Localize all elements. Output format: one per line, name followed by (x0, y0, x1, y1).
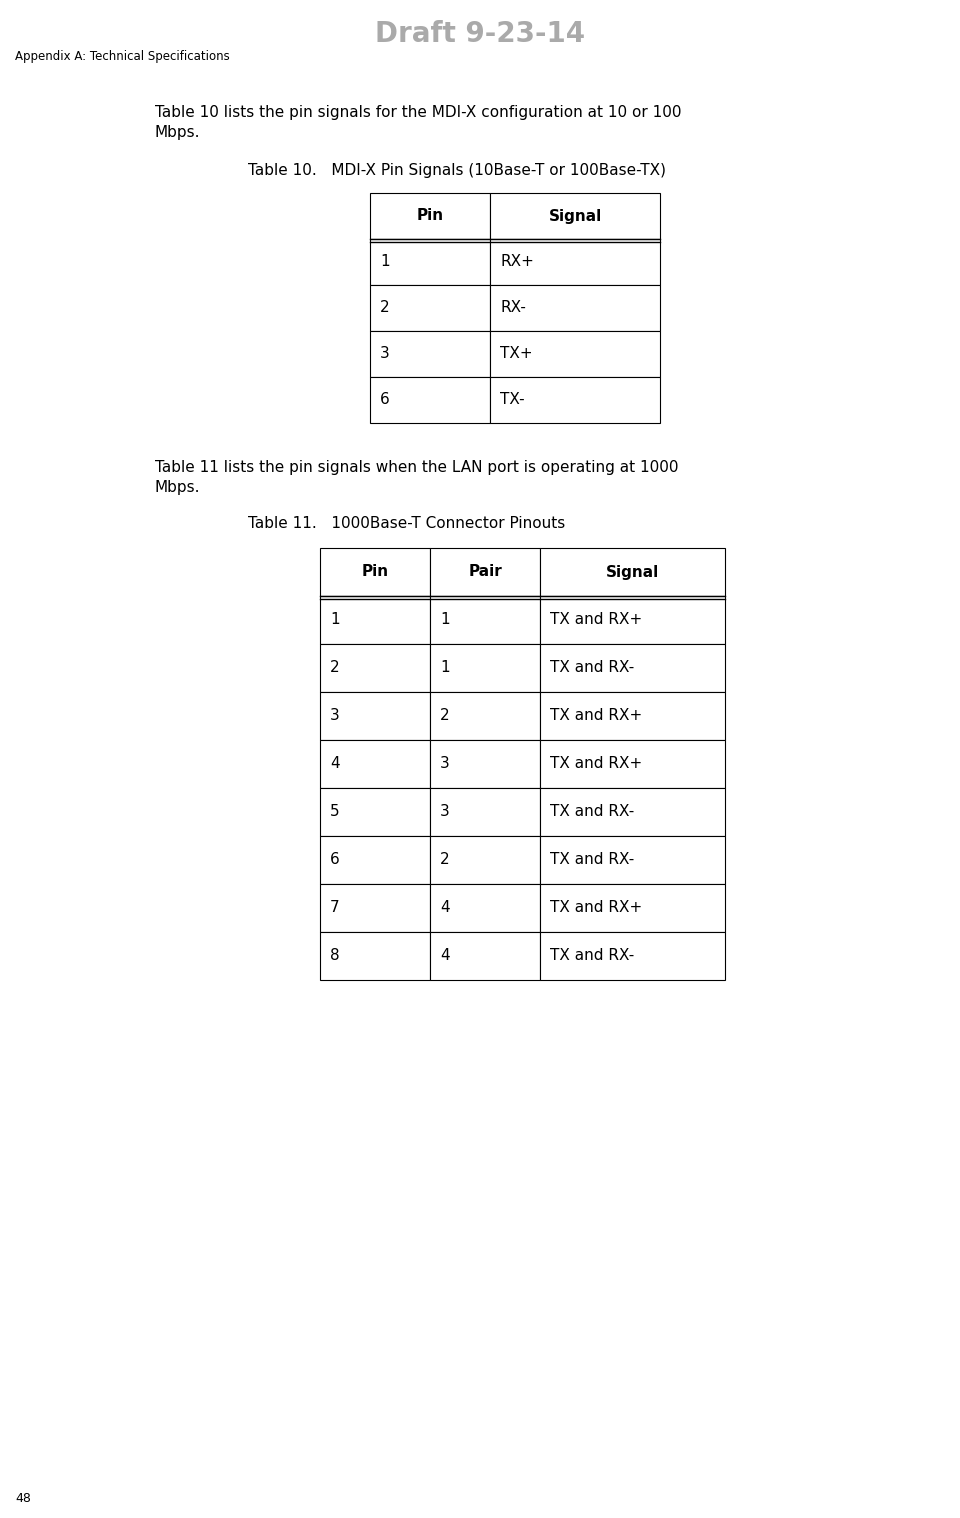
Bar (540, 644, 725, 692)
Bar (320, 644, 430, 692)
Bar (490, 285, 660, 331)
Text: TX-: TX- (500, 393, 524, 407)
Bar (320, 932, 430, 981)
Text: TX and RX-: TX and RX- (550, 805, 635, 820)
Text: 2: 2 (440, 709, 449, 724)
Bar (430, 644, 540, 692)
Bar (540, 932, 725, 981)
Text: Signal: Signal (606, 565, 660, 580)
Text: TX and RX-: TX and RX- (550, 660, 635, 676)
Text: Appendix A: Technical Specifications: Appendix A: Technical Specifications (15, 50, 229, 64)
Text: Pin: Pin (417, 208, 444, 223)
Text: Table 11 lists the pin signals when the LAN port is operating at 1000
Mbps.: Table 11 lists the pin signals when the … (155, 460, 679, 495)
Bar (320, 597, 430, 644)
Bar (540, 788, 725, 836)
Text: 4: 4 (440, 949, 449, 964)
Bar (540, 597, 725, 644)
Bar (540, 548, 725, 597)
Bar (320, 836, 430, 883)
Text: 2: 2 (440, 853, 449, 867)
Text: 2: 2 (330, 660, 340, 676)
Bar (540, 692, 725, 739)
Text: 3: 3 (380, 346, 390, 361)
Bar (430, 788, 540, 836)
Text: 4: 4 (330, 756, 340, 771)
Bar (430, 739, 540, 788)
Bar (430, 932, 540, 981)
Bar (370, 376, 490, 424)
Bar (320, 548, 430, 597)
Text: TX and RX-: TX and RX- (550, 949, 635, 964)
Bar (320, 692, 430, 739)
Bar (490, 376, 660, 424)
Bar (540, 883, 725, 932)
Bar (320, 883, 430, 932)
Bar (430, 883, 540, 932)
Bar (370, 331, 490, 376)
Text: TX and RX+: TX and RX+ (550, 900, 642, 915)
Bar (540, 836, 725, 883)
Bar (540, 739, 725, 788)
Bar (430, 597, 540, 644)
Text: 48: 48 (15, 1492, 31, 1504)
Text: Draft 9-23-14: Draft 9-23-14 (375, 20, 585, 49)
Text: RX+: RX+ (500, 255, 534, 270)
Bar (430, 692, 540, 739)
Bar (370, 238, 490, 285)
Text: Table 11.   1000Base-T Connector Pinouts: Table 11. 1000Base-T Connector Pinouts (248, 516, 565, 531)
Text: 3: 3 (440, 756, 449, 771)
Bar (320, 788, 430, 836)
Text: Pin: Pin (361, 565, 389, 580)
Bar (490, 331, 660, 376)
Text: 6: 6 (330, 853, 340, 867)
Text: 1: 1 (380, 255, 390, 270)
Bar (430, 548, 540, 597)
Text: 4: 4 (440, 900, 449, 915)
Text: TX and RX+: TX and RX+ (550, 709, 642, 724)
Bar (490, 238, 660, 285)
Text: RX-: RX- (500, 301, 526, 316)
Bar (370, 285, 490, 331)
Text: Pair: Pair (468, 565, 502, 580)
Text: TX+: TX+ (500, 346, 533, 361)
Text: 1: 1 (330, 612, 340, 627)
Text: Table 10.   MDI-X Pin Signals (10Base-T or 100Base-TX): Table 10. MDI-X Pin Signals (10Base-T or… (248, 162, 666, 178)
Text: Table 10 lists the pin signals for the MDI-X configuration at 10 or 100
Mbps.: Table 10 lists the pin signals for the M… (155, 105, 682, 140)
Text: 1: 1 (440, 660, 449, 676)
Bar (430, 836, 540, 883)
Text: 3: 3 (440, 805, 449, 820)
Bar (370, 193, 490, 238)
Text: 1: 1 (440, 612, 449, 627)
Text: 8: 8 (330, 949, 340, 964)
Text: 7: 7 (330, 900, 340, 915)
Text: Signal: Signal (548, 208, 602, 223)
Text: 2: 2 (380, 301, 390, 316)
Text: TX and RX+: TX and RX+ (550, 612, 642, 627)
Text: 3: 3 (330, 709, 340, 724)
Text: TX and RX+: TX and RX+ (550, 756, 642, 771)
Text: 6: 6 (380, 393, 390, 407)
Text: 5: 5 (330, 805, 340, 820)
Bar (490, 193, 660, 238)
Text: TX and RX-: TX and RX- (550, 853, 635, 867)
Bar (320, 739, 430, 788)
